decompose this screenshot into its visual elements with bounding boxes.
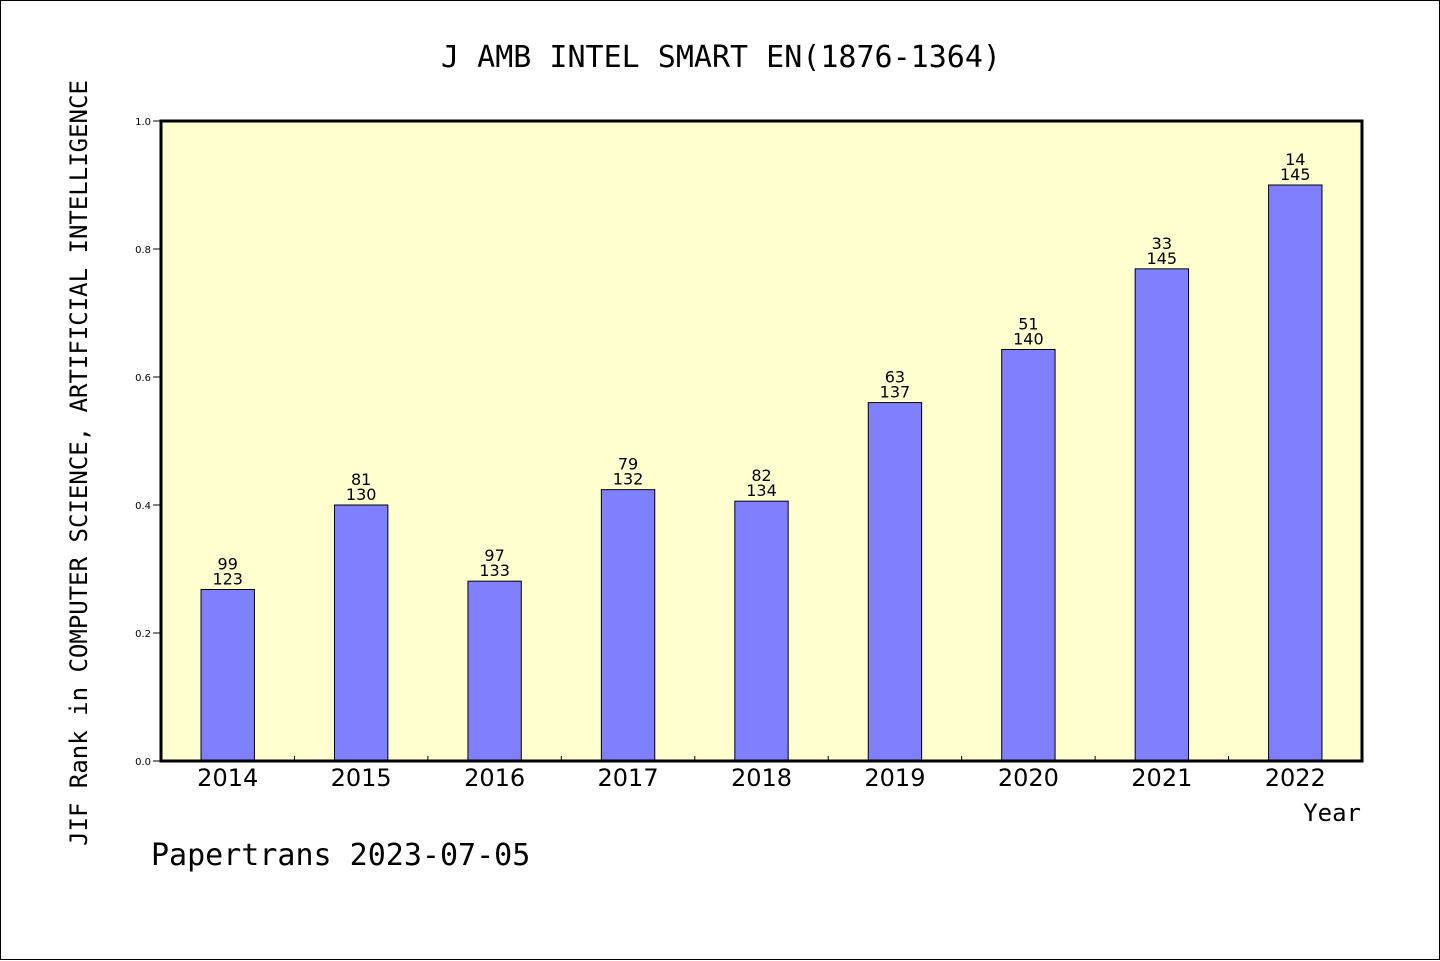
bar-2019 [867, 402, 923, 762]
data-label-rank-2020: 51 [1018, 314, 1038, 333]
y-tick-label-0.2: 0.2 [135, 629, 151, 640]
data-label-rank-2015: 81 [351, 470, 371, 489]
y-tick-label-1.0: 1.0 [135, 117, 151, 128]
x-tick-label-2018: 2018 [731, 764, 792, 792]
data-label-rank-2022: 14 [1285, 150, 1305, 169]
bar-2015 [333, 504, 389, 762]
bar-2022 [1268, 184, 1323, 762]
y-tick-label-0.4: 0.4 [135, 501, 151, 512]
footer-credit: Papertrans 2023-07-05 [151, 838, 530, 873]
x-tick-label-2022: 2022 [1265, 764, 1326, 792]
data-label-total-2015: 130 [346, 485, 377, 504]
x-tick-label-2016: 2016 [464, 764, 525, 792]
data-label-total-2021: 145 [1147, 249, 1178, 268]
axis-ticks-group: 2014 2015 2016 2017 2018 2019 2020 2021 2022 0.0 0… [135, 117, 1326, 792]
data-label-total-2017: 132 [613, 470, 644, 489]
data-label-rank-2016: 97 [484, 546, 504, 565]
chart-title: J AMB INTEL SMART EN(1876-1364) [441, 40, 1001, 75]
data-label-rank-2021: 33 [1152, 234, 1172, 253]
x-tick-label-2019: 2019 [864, 764, 925, 792]
y-axis-label: JIF Rank in COMPUTER SCIENCE, ARTIFICIAL… [65, 80, 93, 846]
y-tick-label-0.8: 0.8 [135, 245, 151, 256]
x-tick-label-2014: 2014 [197, 764, 258, 792]
x-tick-label-2021: 2021 [1131, 764, 1192, 792]
data-label-total-2020: 140 [1013, 329, 1044, 348]
y-tick-label-0.0: 0.0 [135, 757, 151, 768]
data-label-rank-2018: 82 [751, 466, 771, 485]
data-label-total-2016: 133 [479, 561, 510, 580]
x-tick-label-2017: 2017 [598, 764, 659, 792]
bar-2021 [1134, 268, 1190, 762]
data-label-rank-2014: 99 [218, 554, 238, 573]
data-label-total-2019: 137 [880, 383, 911, 402]
x-tick-label-2020: 2020 [998, 764, 1059, 792]
data-label-total-2014: 123 [212, 569, 243, 588]
bar-2017 [600, 489, 656, 762]
data-label-rank-2019: 63 [885, 368, 905, 387]
y-tick-label-0.6: 0.6 [135, 373, 151, 384]
x-tick-label-2015: 2015 [331, 764, 392, 792]
bar-2018 [734, 500, 789, 762]
bar-2016 [467, 580, 522, 762]
data-label-total-2022: 145 [1280, 165, 1311, 184]
plot-border [159, 119, 1364, 763]
x-axis-label: Year [1303, 799, 1361, 827]
data-label-total-2018: 134 [746, 481, 777, 500]
bar-2014 [200, 588, 255, 762]
data-label-rank-2017: 79 [618, 455, 638, 474]
bar-2020 [1001, 348, 1056, 762]
